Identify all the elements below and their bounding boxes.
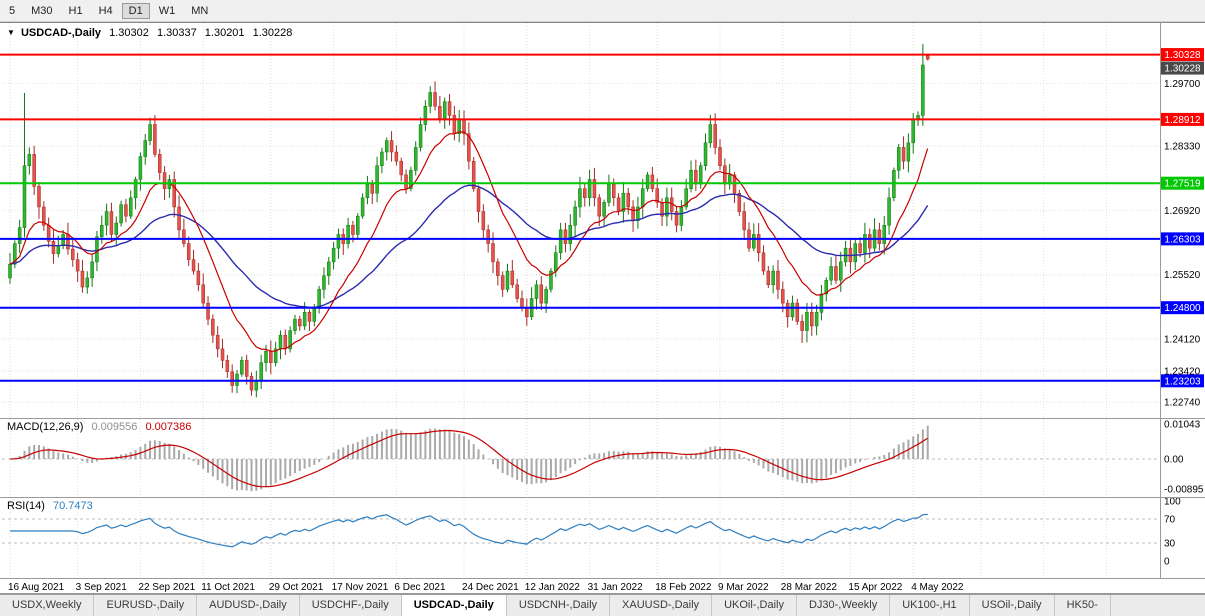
svg-text:1.29700: 1.29700 <box>1164 79 1201 90</box>
svg-text:100: 100 <box>1164 497 1181 508</box>
chart-tab-eurusd-daily[interactable]: EURUSD-,Daily <box>94 595 198 616</box>
svg-text:0: 0 <box>1164 557 1170 568</box>
macd-signal-value: 0.007386 <box>145 421 192 433</box>
svg-text:16 Aug 2021: 16 Aug 2021 <box>8 582 65 593</box>
timeframe-toolbar: 5 M30 H1 H4 D1 W1 MN <box>0 0 1205 22</box>
chart-tab-xauusd-daily[interactable]: XAUUSD-,Daily <box>610 595 713 616</box>
svg-text:1.26303: 1.26303 <box>1164 234 1201 245</box>
close-value: 1.30228 <box>252 27 293 39</box>
high-value: 1.30337 <box>156 27 197 39</box>
macd-main-value: 0.009556 <box>91 421 138 433</box>
macd-label: MACD(12,26,9) <box>7 421 84 433</box>
support-resistance-lines[interactable]: 1.30328 1.28912 1.27519 1.26303 1.24800 1.232… <box>0 48 1204 388</box>
time-scale[interactable]: 16 Aug 2021 3 Sep 2021 22 Sep 2021 11 Oct 2… <box>8 582 964 593</box>
chart-tabs-bar: USDX,Weekly EURUSD-,Daily AUDUSD-,Daily USD… <box>0 594 1205 616</box>
svg-text:6 Dec 2021: 6 Dec 2021 <box>394 582 446 593</box>
chart-tab-usdcad-daily[interactable]: USDCAD-,Daily <box>401 595 507 616</box>
svg-text:1.26920: 1.26920 <box>1164 206 1201 217</box>
chart-menu-icon[interactable]: ▼ <box>7 28 15 37</box>
svg-text:24 Dec 2021: 24 Dec 2021 <box>462 582 519 593</box>
svg-text:1.22740: 1.22740 <box>1164 398 1201 409</box>
svg-text:1.30228: 1.30228 <box>1164 64 1201 75</box>
rsi-pane <box>2 513 1158 548</box>
rsi-value: 70.7473 <box>52 500 93 512</box>
svg-text:1.24120: 1.24120 <box>1164 334 1201 345</box>
timeframe-button-h4[interactable]: H4 <box>98 4 113 17</box>
open-value: 1.30302 <box>109 27 149 39</box>
macd-scale: 0.01043 0.00 -0.00895 <box>1164 420 1204 496</box>
ma-slow-line <box>9 184 929 309</box>
chart-tab-uk100-h1[interactable]: UK100-,H1 <box>890 595 970 616</box>
svg-text:1.28330: 1.28330 <box>1164 142 1201 153</box>
svg-text:15 Apr 2022: 15 Apr 2022 <box>848 582 902 593</box>
svg-text:31 Jan 2022: 31 Jan 2022 <box>588 582 643 593</box>
chart-tab-usdx-weekly[interactable]: USDX,Weekly <box>0 595 95 616</box>
low-value: 1.30201 <box>204 27 245 39</box>
svg-text:18 Feb 2022: 18 Feb 2022 <box>655 582 712 593</box>
svg-text:22 Sep 2021: 22 Sep 2021 <box>138 582 195 593</box>
timeframe-button-5[interactable]: 5 <box>9 4 16 17</box>
svg-text:12 Jan 2022: 12 Jan 2022 <box>525 582 580 593</box>
timeframe-button-h1[interactable]: H1 <box>68 4 83 17</box>
rsi-scale: 100 70 30 0 <box>1164 497 1181 568</box>
svg-text:30: 30 <box>1164 539 1176 550</box>
svg-text:1.27519: 1.27519 <box>1164 179 1201 190</box>
svg-text:29 Oct 2021: 29 Oct 2021 <box>269 582 324 593</box>
svg-text:9 Mar 2022: 9 Mar 2022 <box>718 582 769 593</box>
svg-text:1.30328: 1.30328 <box>1164 50 1201 61</box>
svg-text:0.01043: 0.01043 <box>1164 420 1201 431</box>
svg-text:70: 70 <box>1164 515 1176 526</box>
svg-text:-0.00895: -0.00895 <box>1164 485 1204 496</box>
svg-text:1.25520: 1.25520 <box>1164 270 1201 281</box>
rsi-header: RSI(14) 70.7473 <box>7 500 98 512</box>
price-scale[interactable]: 1.29700 1.28330 1.26920 1.25520 1.24120 1.234… <box>1164 79 1201 409</box>
svg-text:1.24800: 1.24800 <box>1164 303 1201 314</box>
chart-tab-dj30-weekly[interactable]: DJ30-,Weekly <box>796 595 891 616</box>
chart-tab-audusd-daily[interactable]: AUDUSD-,Daily <box>197 595 300 616</box>
chart-tab-hk50-[interactable]: HK50- <box>1054 595 1111 616</box>
timeframe-button-d1[interactable]: D1 <box>121 2 150 19</box>
svg-text:3 Sep 2021: 3 Sep 2021 <box>76 582 128 593</box>
bid-price-badge: 1.30228 <box>1161 61 1204 75</box>
chart-tab-ukoil-daily[interactable]: UKOil-,Daily <box>712 595 797 616</box>
symbol-period-label: USDCAD-,Daily <box>20 27 102 39</box>
timeframe-button-m30[interactable]: M30 <box>31 4 53 17</box>
chart-ohlc-header: ▼ USDCAD-,Daily 1.30302 1.30337 1.30201 … <box>7 27 297 39</box>
macd-pane <box>2 425 1158 492</box>
svg-text:1.28912: 1.28912 <box>1164 115 1201 126</box>
pane-dividers <box>0 22 1205 594</box>
timeframe-button-w1[interactable]: W1 <box>158 4 176 17</box>
chart-tab-usdchf-daily[interactable]: USDCHF-,Daily <box>299 595 402 616</box>
svg-text:4 May 2022: 4 May 2022 <box>911 582 964 593</box>
svg-text:28 Mar 2022: 28 Mar 2022 <box>781 582 838 593</box>
rsi-label: RSI(14) <box>7 500 45 512</box>
svg-text:1.23420: 1.23420 <box>1164 366 1201 377</box>
chart-tab-usoil-daily[interactable]: USOil-,Daily <box>969 595 1055 616</box>
chart-tab-usdcnh-daily[interactable]: USDCNH-,Daily <box>506 595 611 616</box>
svg-text:11 Oct 2021: 11 Oct 2021 <box>201 582 255 593</box>
grid-layer <box>2 23 1158 578</box>
svg-text:0.00: 0.00 <box>1164 455 1184 466</box>
svg-text:17 Nov 2021: 17 Nov 2021 <box>332 582 389 593</box>
svg-text:1.23203: 1.23203 <box>1164 376 1201 387</box>
timeframe-button-mn[interactable]: MN <box>191 4 209 17</box>
macd-header: MACD(12,26,9) 0.009556 0.007386 <box>7 421 196 433</box>
